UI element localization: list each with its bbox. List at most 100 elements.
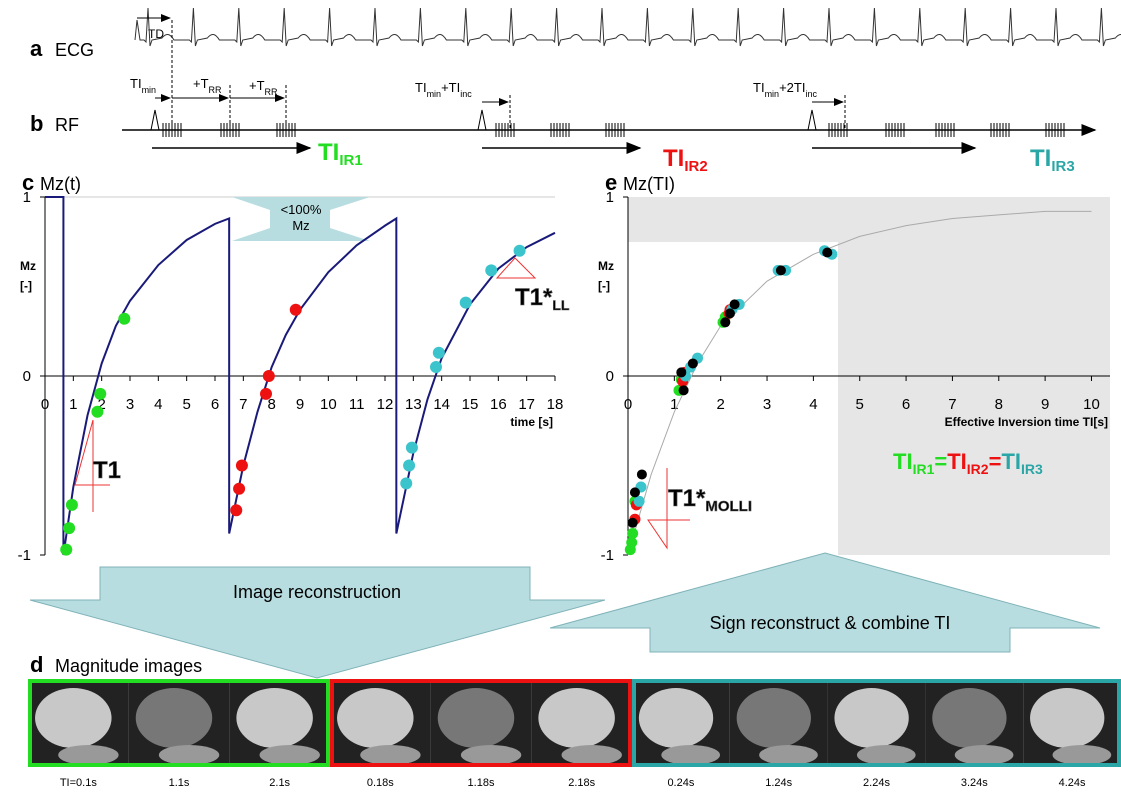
t1star-triangle xyxy=(497,258,535,278)
x-tick-label: 8 xyxy=(995,396,1003,413)
x-tick-label: 6 xyxy=(211,396,219,413)
panel-title: Magnitude images xyxy=(55,656,202,676)
readout-point xyxy=(430,361,442,373)
subscript: min xyxy=(765,89,780,99)
arrow-label: Sign reconstruct & combine TI xyxy=(710,613,951,633)
image-label: 1.24s xyxy=(765,777,792,789)
x-tick-label: 5 xyxy=(856,396,864,413)
x-tick-label: 10 xyxy=(1083,396,1100,413)
scatter-point xyxy=(630,487,640,497)
ir-label: TIIR1 xyxy=(318,139,363,169)
t1-label: T1 xyxy=(93,457,121,484)
readout-point xyxy=(233,483,245,495)
x-tick-label: 3 xyxy=(763,396,771,413)
panel-label: RF xyxy=(55,115,79,135)
y-tick-label: 1 xyxy=(606,189,614,206)
inversion-pulse xyxy=(151,110,159,130)
y-axis-label: [-] xyxy=(598,279,610,293)
x-tick-label: 5 xyxy=(182,396,190,413)
image-content xyxy=(1053,745,1112,765)
readout-point xyxy=(230,504,242,516)
image-content xyxy=(438,688,515,748)
readout-point xyxy=(400,477,412,489)
text-part: TI xyxy=(318,139,339,166)
text-part: T1* xyxy=(668,485,706,512)
image-content xyxy=(661,745,720,765)
text-part: = xyxy=(934,449,947,474)
readout-point xyxy=(460,297,472,309)
timing-label: +TRR xyxy=(193,76,222,95)
x-tick-label: 4 xyxy=(809,396,817,413)
ecg-trace xyxy=(135,8,1121,46)
readout-point xyxy=(514,245,526,257)
figure: Image reconstruction Sign reconstruct & … xyxy=(0,0,1121,793)
subscript: RR xyxy=(265,87,278,97)
text-part: = xyxy=(989,449,1002,474)
t1star-label: T1*LL xyxy=(515,284,570,313)
scatter-point xyxy=(822,247,832,257)
subscript: LL xyxy=(552,297,570,313)
image-label: 1.18s xyxy=(468,777,495,789)
text-part: TI xyxy=(663,145,684,172)
x-tick-label: 12 xyxy=(377,396,394,413)
readout-point xyxy=(406,442,418,454)
readout-point xyxy=(60,544,72,556)
x-tick-label: 0 xyxy=(624,396,632,413)
readout-point xyxy=(91,406,103,418)
y-tick-label: -1 xyxy=(601,547,614,564)
x-tick-label: 14 xyxy=(433,396,450,413)
subscript: inc xyxy=(805,89,817,99)
x-tick-label: 6 xyxy=(902,396,910,413)
readout-point xyxy=(290,304,302,316)
t1star-label: T1*MOLLI xyxy=(668,485,752,515)
subscript: min xyxy=(142,85,157,95)
subscript: RR xyxy=(209,85,222,95)
timing-label: +TRR xyxy=(249,78,278,97)
image-label: 2.1s xyxy=(269,777,290,789)
text-part: TI xyxy=(415,80,427,95)
subscript: IR1 xyxy=(913,461,935,477)
subscript: IR2 xyxy=(684,158,707,175)
readout-point xyxy=(118,313,130,325)
ir-label: TIIR2 xyxy=(663,145,708,175)
ir-label: TIIR3 xyxy=(1030,145,1075,175)
image-content xyxy=(955,745,1014,765)
x-axis-label: time [s] xyxy=(510,415,553,429)
scatter-point xyxy=(634,496,645,507)
subscript: inc xyxy=(460,89,472,99)
text-part: TI xyxy=(130,76,142,91)
scatter-point xyxy=(725,308,735,318)
arrow-label: Image reconstruction xyxy=(233,582,401,602)
timing-label: TImin+TIinc xyxy=(415,80,472,99)
readout-point xyxy=(403,460,415,472)
x-tick-label: 16 xyxy=(490,396,507,413)
image-label: 0.18s xyxy=(367,777,394,789)
scatter-point xyxy=(688,358,698,368)
text-part: +T xyxy=(249,78,265,93)
image-content xyxy=(58,745,118,765)
text-part: TI xyxy=(1001,449,1021,474)
timing-label: TImin xyxy=(130,76,156,95)
x-tick-label: 7 xyxy=(239,396,247,413)
scatter-point xyxy=(720,317,730,327)
image-label: 0.24s xyxy=(667,777,694,789)
arrow-up xyxy=(550,553,1100,652)
text-part: +T xyxy=(193,76,209,91)
panel-label: ECG xyxy=(55,40,94,60)
x-tick-label: 17 xyxy=(518,396,535,413)
x-tick-label: 3 xyxy=(126,396,134,413)
panel-letter: a xyxy=(30,36,43,61)
image-content xyxy=(360,745,420,765)
readout-point xyxy=(63,522,75,534)
x-tick-label: 7 xyxy=(948,396,956,413)
x-tick-label: 4 xyxy=(154,396,162,413)
x-tick-label: 0 xyxy=(41,396,49,413)
image-label: TI=0.1s xyxy=(60,777,97,789)
text-part: T1 xyxy=(93,457,121,484)
note-line: <100% xyxy=(281,202,322,217)
scatter-point xyxy=(679,385,689,395)
text-part: TI xyxy=(893,449,913,474)
y-tick-label: 0 xyxy=(606,368,614,385)
image-content xyxy=(461,745,521,765)
image-content xyxy=(236,688,313,748)
